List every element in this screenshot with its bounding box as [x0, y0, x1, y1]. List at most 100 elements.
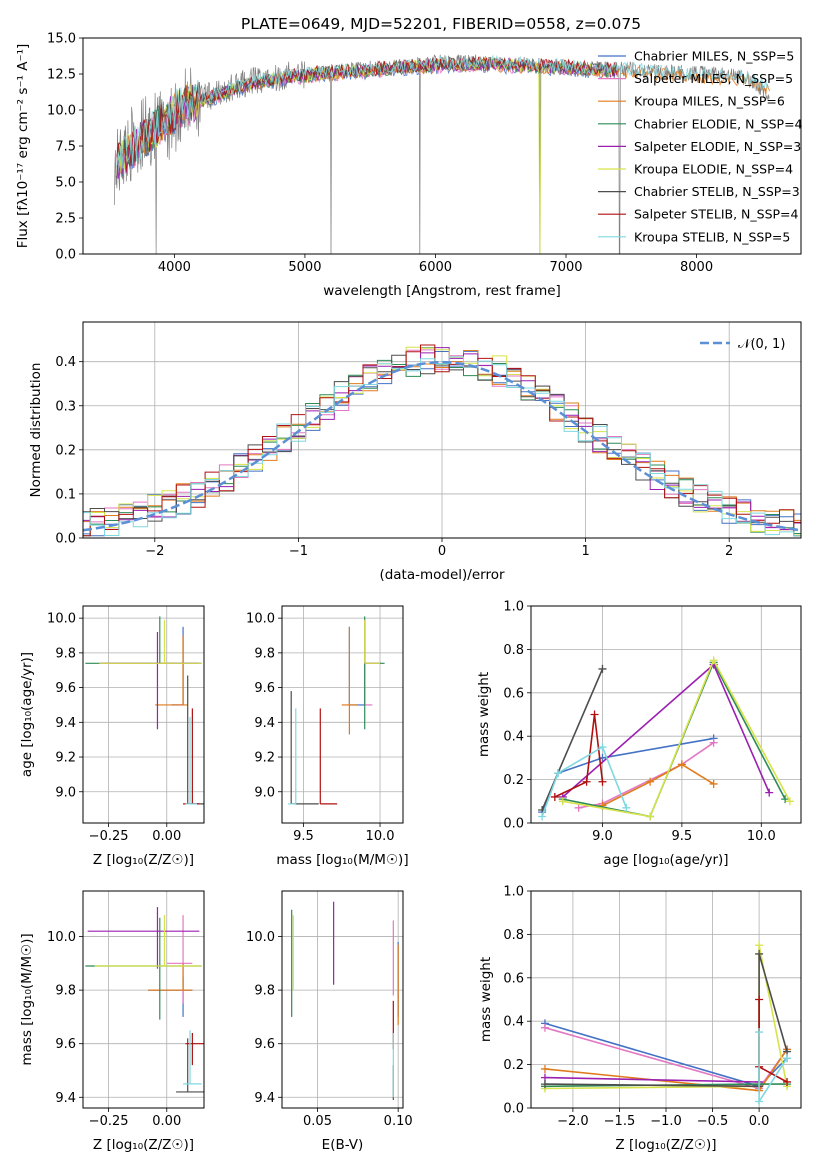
errorbar-point — [288, 708, 297, 805]
x-tick-label: −1.0 — [650, 1114, 682, 1129]
errorbar-point — [94, 915, 202, 967]
errorbar-point — [364, 619, 381, 664]
legend-label: Salpeter STELIB, N_SSP=4 — [634, 207, 799, 222]
y-tick-label: 0.0 — [55, 532, 76, 547]
legend-label: 𝒩(0, 1) — [738, 337, 785, 352]
y-axis-label: mass [log₁₀(M/M☉)] — [19, 933, 35, 1065]
x-tick-label: 0.10 — [384, 1114, 413, 1129]
legend-label: Chabrier ELODIE, N_SSP=4 — [634, 116, 803, 131]
x-tick-label: −1.5 — [604, 1114, 636, 1129]
errorbar-point — [87, 907, 200, 969]
weight-point-marker — [598, 777, 607, 786]
weight-point-marker — [574, 803, 583, 812]
axes-frame — [82, 321, 802, 539]
y-axis-label: mass weight — [478, 957, 494, 1042]
errorbar-point — [364, 619, 381, 664]
weight-point-marker — [709, 779, 718, 788]
axes-frame — [530, 890, 802, 1109]
y-tick-label: 10.0 — [246, 930, 275, 945]
weight-series-line — [544, 1076, 760, 1083]
x-tick-label: 2 — [725, 544, 733, 559]
plot-area — [540, 941, 792, 1106]
y-axis-label: Normed distribution — [28, 363, 44, 498]
legend-label: Kroupa MILES, N_SSP=6 — [634, 94, 785, 109]
weight-point-marker — [554, 769, 562, 778]
y-tick-label: 0.0 — [55, 248, 76, 263]
residual-histogram — [83, 349, 801, 537]
axes-frame — [530, 605, 802, 824]
errorbar-point — [85, 616, 202, 664]
weight-point-marker — [582, 777, 591, 786]
weight-series-line — [541, 668, 604, 811]
legend-label: Kroupa STELIB, N_SSP=5 — [634, 229, 790, 244]
errorbar-point — [148, 963, 193, 991]
weight-point-marker — [540, 1080, 549, 1089]
y-tick-label: 9.4 — [254, 716, 275, 731]
residual-histogram — [83, 354, 801, 537]
x-tick-label: 10.0 — [366, 829, 395, 844]
errorbar-point — [85, 917, 202, 1020]
x-axis-label: E(B-V) — [322, 1137, 364, 1153]
legend-label: Kroupa ELODIE, N_SSP=4 — [634, 162, 793, 177]
y-tick-label: 9.8 — [254, 984, 275, 999]
errorbar-point — [171, 626, 184, 706]
chart-panel-3: −0.25 0.00 9.0 9.2 9.4 9.6 9.8 10.0 Z [log₁₀(Z/Z… — [19, 605, 205, 868]
legend-label: Salpeter MILES, N_SSP=5 — [634, 71, 793, 86]
legend-label: Chabrier STELIB, N_SSP=3 — [634, 184, 800, 199]
weight-point-marker — [709, 738, 718, 747]
x-axis-label: (data-model)/error — [379, 567, 505, 583]
weight-point-marker — [677, 760, 686, 769]
errorbar-point — [176, 1038, 204, 1093]
y-tick-label: 5.0 — [55, 176, 76, 191]
y-tick-label: 0.0 — [503, 1102, 524, 1117]
y-axis-label: age [log₁₀(age/yr)] — [19, 652, 35, 777]
residual-histogram — [83, 356, 801, 537]
y-tick-label: 1.0 — [503, 885, 524, 900]
errorbar-point — [171, 635, 184, 706]
y-tick-label: 0.2 — [503, 773, 524, 788]
weight-point-marker — [590, 710, 599, 719]
x-tick-label: 9.5 — [293, 829, 314, 844]
y-tick-label: 9.4 — [55, 1091, 76, 1106]
axes-frame — [281, 605, 404, 824]
axes-frame — [82, 605, 205, 824]
weight-point-marker — [755, 1028, 764, 1037]
x-tick-label: −0.25 — [89, 1114, 129, 1129]
plot-area — [85, 907, 204, 1093]
axes-frame — [82, 890, 205, 1109]
x-tick-label: 0 — [438, 544, 446, 559]
x-axis-label: wavelength [Angstrom, rest frame] — [323, 283, 561, 299]
gaussian-reference-curve — [83, 360, 801, 532]
errorbar-point — [148, 976, 193, 1017]
y-tick-label: 10.0 — [47, 104, 76, 119]
x-tick-label: 0.0 — [749, 1114, 770, 1129]
legend-label: Chabrier MILES, N_SSP=5 — [634, 49, 794, 64]
errorbar-point — [341, 626, 358, 735]
x-axis-label: age [log₁₀(age/yr)] — [603, 852, 728, 868]
residual-histogram — [83, 350, 801, 531]
errorbar-point — [155, 635, 188, 706]
x-tick-label: 9.0 — [592, 829, 613, 844]
y-tick-label: 2.5 — [55, 212, 76, 227]
weight-series-line — [602, 763, 715, 807]
chart-panel-7: 0.05 0.10 9.4 9.6 9.8 10.0 E(B-V) — [246, 890, 413, 1153]
x-tick-label: 7000 — [549, 260, 582, 275]
plot-area — [538, 656, 794, 821]
axes-frame — [82, 37, 802, 255]
y-axis-label: mass weight — [476, 672, 492, 757]
legend: Chabrier MILES, N_SSP=5 Salpeter MILES, N… — [598, 49, 803, 244]
y-tick-label: 10.0 — [47, 930, 76, 945]
x-tick-label: −2 — [145, 544, 164, 559]
x-tick-label: 0.00 — [152, 829, 181, 844]
legend: 𝒩(0, 1) — [700, 337, 785, 352]
weight-point-marker — [558, 797, 567, 806]
x-tick-label: −2.0 — [557, 1114, 589, 1129]
plot-area — [288, 616, 385, 805]
chart-panel-5: 9.0 9.5 10.0 0.0 0.2 0.4 0.6 0.8 1.0 age [log₁₀(a… — [476, 600, 802, 868]
errorbar-point — [364, 616, 385, 730]
x-tick-label: 0.05 — [303, 1114, 332, 1129]
x-tick-label: −0.5 — [697, 1114, 729, 1129]
chart-panel-8: −2.0 −1.5 −1.0 −0.5 0.0 0.0 0.2 0.4 0.6 0.8 1.0 Z [… — [478, 885, 802, 1153]
weight-point-marker — [781, 795, 790, 804]
y-tick-label: 9.6 — [254, 681, 275, 696]
